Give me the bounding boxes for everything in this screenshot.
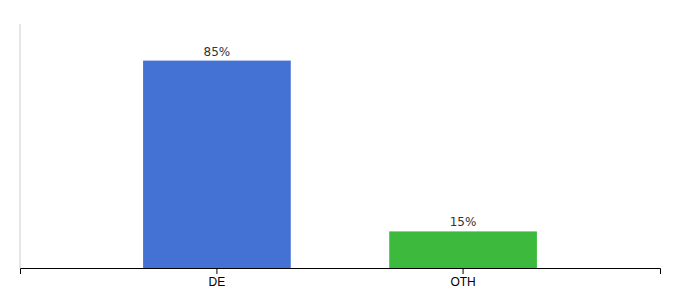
bar	[143, 61, 291, 268]
chart-container: 85% 15% DE OTH	[0, 0, 680, 300]
x-tick: DE	[209, 268, 226, 289]
chart-svg: 85% 15% DE OTH	[0, 0, 680, 300]
data-label: 85%	[204, 45, 231, 59]
x-tick: OTH	[450, 268, 475, 289]
x-tick-label: OTH	[450, 275, 475, 289]
x-axis-line	[21, 269, 661, 275]
x-tick-mark	[216, 268, 217, 274]
plot-area: 85% 15% DE OTH	[20, 24, 661, 289]
data-labels: 85% 15%	[204, 45, 477, 230]
x-tick-label: DE	[209, 275, 226, 289]
bar	[389, 231, 537, 268]
y-axis-line	[20, 24, 21, 268]
x-axis: DE OTH	[21, 268, 661, 289]
bars	[143, 61, 537, 268]
x-tick-mark	[463, 268, 464, 274]
data-label: 15%	[450, 215, 477, 229]
